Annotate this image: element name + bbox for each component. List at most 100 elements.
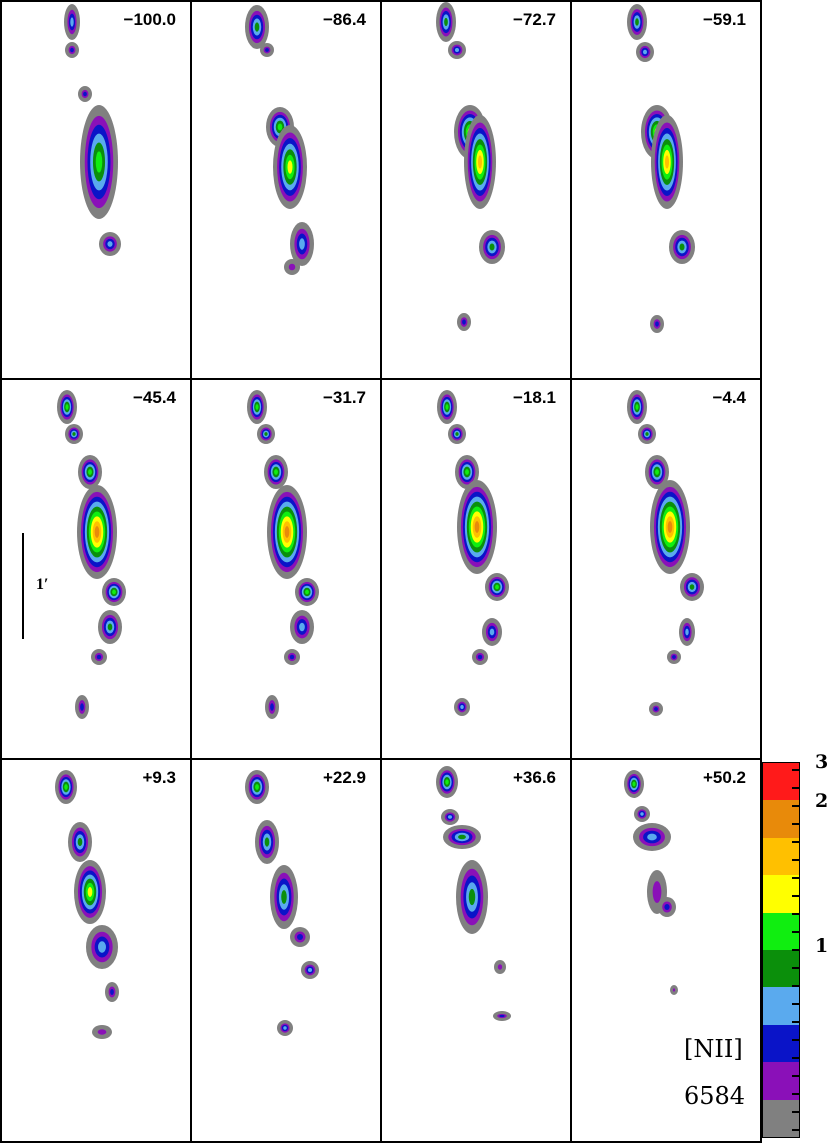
colorbar-tick <box>792 787 799 789</box>
velocity-label: −59.1 <box>702 10 746 29</box>
emission-contour <box>112 589 116 595</box>
colorbar-tick <box>792 985 799 987</box>
colorbar-tick <box>792 913 799 915</box>
emission-contour <box>643 49 647 55</box>
channel-panel: −100.0 <box>0 0 192 380</box>
emission-contour <box>270 703 274 711</box>
emission-contour <box>455 432 459 436</box>
emission-contour <box>289 654 295 660</box>
emission-contour <box>264 432 268 436</box>
channel-panel: +9.3 <box>0 758 192 1143</box>
emission-contour <box>110 989 114 995</box>
emission-contour <box>281 890 287 904</box>
colorbar-tick <box>792 931 799 933</box>
emission-contour <box>647 833 657 841</box>
colorbar-tick <box>792 967 799 969</box>
emission-contour <box>97 1029 107 1035</box>
emission-contour <box>652 881 662 903</box>
emission-contour <box>645 432 649 436</box>
emission-contour <box>255 404 259 410</box>
emission-contour <box>474 521 480 533</box>
colorbar-segment <box>763 1099 799 1138</box>
emission-contour <box>489 243 495 251</box>
emission-contour <box>83 91 87 97</box>
colorbar-tick <box>792 895 799 897</box>
scale-bar-label: 1′ <box>36 576 49 593</box>
emission-contour <box>455 48 459 52</box>
colorbar-segment <box>763 875 799 914</box>
emission-contour <box>497 964 503 970</box>
emission-contour <box>95 151 103 173</box>
emission-contour <box>489 628 495 636</box>
colorbar-tick <box>792 769 799 771</box>
emission-contour <box>80 703 84 711</box>
emission-map <box>245 5 314 275</box>
velocity-label: −18.1 <box>512 388 556 407</box>
emission-contour <box>88 469 92 475</box>
emission-contour <box>672 655 676 659</box>
colorbar-tick <box>792 823 799 825</box>
colorbar-tick <box>792 859 799 861</box>
velocity-label: −45.4 <box>132 388 176 407</box>
emission-contour <box>655 321 659 327</box>
emission-contour <box>664 155 670 169</box>
emission-contour <box>465 469 469 475</box>
channel-panel: −72.7 <box>380 0 572 380</box>
emission-contour <box>685 628 689 636</box>
emission-contour <box>77 837 83 847</box>
colorbar-segment <box>763 987 799 1026</box>
emission-contour <box>65 404 69 410</box>
emission-contour <box>297 934 303 940</box>
emission-contour <box>94 526 100 538</box>
emission-contour <box>460 705 464 709</box>
emission-contour <box>87 887 93 897</box>
colorbar-label: 1 <box>815 935 829 957</box>
colorbar-tick <box>792 1129 799 1131</box>
emission-contour <box>299 238 305 250</box>
channel-panel: +50.2 <box>570 758 762 1143</box>
emission-contour <box>107 241 113 247</box>
emission-contour <box>635 18 639 26</box>
emission-contour <box>277 123 283 131</box>
emission-contour <box>287 160 293 174</box>
scale-bar <box>22 533 24 639</box>
emission-map <box>627 4 695 333</box>
emission-map <box>624 770 678 995</box>
velocity-label: −31.7 <box>322 388 366 407</box>
colorbar-tick <box>792 1021 799 1023</box>
emission-contour <box>72 432 76 436</box>
emission-contour <box>255 784 259 790</box>
emission-contour <box>655 469 659 475</box>
emission-contour <box>445 779 449 785</box>
channel-panel: −18.1 <box>380 378 572 760</box>
emission-contour <box>458 834 466 840</box>
velocity-label: −4.4 <box>712 388 746 407</box>
colorbar-tick <box>792 1093 799 1095</box>
colorbar-tick <box>792 877 799 879</box>
colorbar-tick <box>792 841 799 843</box>
emission-contour <box>640 812 644 816</box>
colorbar-tick <box>792 1003 799 1005</box>
emission-contour <box>107 623 113 631</box>
colorbar-tick <box>792 949 799 951</box>
emission-contour <box>265 48 269 52</box>
emission-contour <box>274 469 278 475</box>
emission-contour <box>264 837 270 847</box>
emission-contour <box>667 521 673 533</box>
emission-contour <box>70 17 74 27</box>
emission-map <box>57 390 126 719</box>
emission-contour <box>495 584 499 590</box>
emission-map <box>247 390 319 719</box>
emission-contour <box>689 584 695 590</box>
colorbar-segment <box>763 1024 799 1063</box>
emission-map <box>436 2 505 331</box>
emission-contour <box>679 243 685 251</box>
emission-contour <box>305 589 309 595</box>
emission-contour <box>477 155 483 169</box>
emission-line-label: [NII] <box>684 1035 743 1063</box>
colorbar-tick <box>792 1111 799 1113</box>
colorbar-label: 3 <box>815 751 829 773</box>
colorbar: 3 2 1 <box>762 751 828 1138</box>
emission-contour <box>444 17 448 27</box>
emission-map <box>245 770 319 1036</box>
